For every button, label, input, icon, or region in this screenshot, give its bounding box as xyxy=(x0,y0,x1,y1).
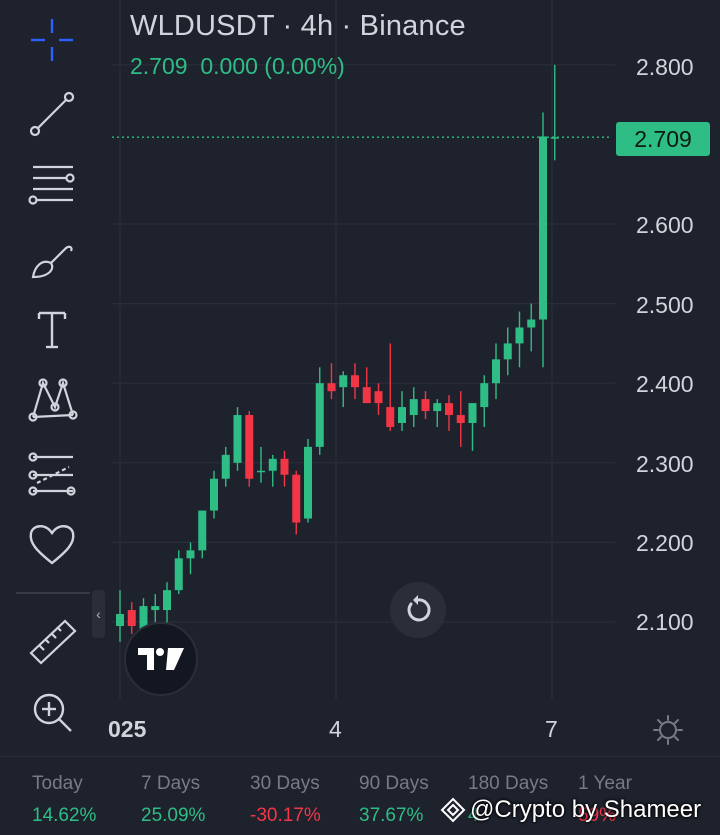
measure-ruler-icon[interactable] xyxy=(22,616,82,668)
candle-body xyxy=(480,383,489,408)
candle-body xyxy=(445,403,453,416)
toolbar-divider xyxy=(16,592,90,594)
prediction-icon[interactable] xyxy=(22,448,82,500)
watermark-text: @Crypto by Shameer xyxy=(470,796,702,823)
collapse-toolbar-button[interactable]: ‹ xyxy=(92,590,105,638)
time-axis-label: 7 xyxy=(545,716,558,742)
binance-diamond-icon xyxy=(440,797,466,823)
perf-1-year[interactable]: 1 Year 59% xyxy=(578,773,632,826)
favorites-heart-icon[interactable] xyxy=(22,518,82,570)
candle-body xyxy=(468,403,477,423)
candle-body xyxy=(174,558,183,591)
candle-body xyxy=(127,610,136,626)
candle-body xyxy=(550,137,559,139)
candle-body xyxy=(527,319,536,328)
trend-line-icon[interactable] xyxy=(22,88,82,140)
price-axis-label: 2.800 xyxy=(636,54,694,80)
candle-body xyxy=(186,550,195,559)
text-icon[interactable] xyxy=(22,304,82,356)
price-axis-label: 2.600 xyxy=(636,212,694,238)
fib-retracement-icon[interactable] xyxy=(22,160,82,212)
zoom-in-icon[interactable] xyxy=(22,686,82,738)
time-axis-label: 4 xyxy=(329,716,342,742)
candle-body xyxy=(315,383,324,447)
price-axis-label: 2.300 xyxy=(636,451,694,477)
candlestick-chart[interactable] xyxy=(0,0,720,756)
symbol-title[interactable]: WLDUSDT · 4h · Binance xyxy=(130,10,466,42)
tv-logo-icon xyxy=(138,648,184,670)
candle-body xyxy=(515,327,524,344)
price-axis-label: 2.100 xyxy=(636,609,694,635)
tradingview-logo[interactable] xyxy=(124,622,198,696)
reset-chart-button[interactable] xyxy=(390,582,446,638)
candle-body xyxy=(327,383,336,392)
watermark: @Crypto by Shameer xyxy=(440,796,701,824)
candle-body xyxy=(421,399,430,412)
candle-body xyxy=(386,407,395,427)
time-axis-label: 025 xyxy=(108,716,147,742)
candle-body xyxy=(280,458,289,475)
perf-today[interactable]: Today 14.62% xyxy=(32,773,97,826)
crosshair-icon[interactable] xyxy=(22,14,82,66)
price-readout: 2.709 0.000 (0.00%) xyxy=(130,53,466,80)
reset-icon xyxy=(407,595,431,622)
candle-body xyxy=(257,470,265,473)
price-axis-label: 2.400 xyxy=(636,371,694,397)
candle-body xyxy=(245,415,254,479)
candle-body xyxy=(268,458,277,471)
perf-30-days[interactable]: 30 Days -30.17% xyxy=(250,773,321,826)
candle-body xyxy=(116,614,124,626)
candle-body xyxy=(339,375,348,388)
brush-icon[interactable] xyxy=(22,234,82,286)
candle-body xyxy=(409,399,418,416)
candle-body xyxy=(456,415,465,423)
candle-body xyxy=(163,590,171,611)
candle-body xyxy=(221,454,230,479)
current-price-badge: 2.709 xyxy=(616,122,710,156)
chart-settings-icon[interactable] xyxy=(650,712,686,748)
candle-body xyxy=(539,136,547,320)
candle-body xyxy=(198,510,207,551)
candle-body xyxy=(362,387,371,404)
candle-body xyxy=(139,606,148,630)
price-axis-label: 2.200 xyxy=(636,530,694,556)
candle-body xyxy=(304,446,312,519)
perf-90-days[interactable]: 90 Days 37.67% xyxy=(359,773,429,826)
candle-body xyxy=(503,343,512,360)
candle-body xyxy=(433,403,442,412)
candle-body xyxy=(210,478,218,511)
pattern-icon[interactable] xyxy=(22,374,82,426)
candle-body xyxy=(492,359,500,384)
performance-bar: Today 14.62% 7 Days 25.09% 30 Days -30.1… xyxy=(0,756,720,835)
candle-body xyxy=(374,391,383,404)
candle-body xyxy=(351,375,359,388)
candle-body xyxy=(292,474,301,523)
candle-body xyxy=(233,415,242,463)
price-axis-label: 2.500 xyxy=(636,292,694,318)
chart-area[interactable]: WLDUSDT · 4h · Binance 2.709 0.000 (0.00… xyxy=(0,0,720,756)
candle-body xyxy=(151,606,160,611)
candle-body xyxy=(398,407,406,423)
price-change: 0.000 (0.00%) xyxy=(200,53,345,79)
perf-180-days[interactable]: 180 Days 4 xyxy=(468,773,549,826)
last-price: 2.709 xyxy=(130,53,188,79)
chevron-left-icon: ‹ xyxy=(96,606,101,622)
symbol-legend[interactable]: WLDUSDT · 4h · Binance 2.709 0.000 (0.00… xyxy=(130,10,466,80)
drawing-toolbar xyxy=(0,0,104,756)
perf-7-days[interactable]: 7 Days 25.09% xyxy=(141,773,206,826)
